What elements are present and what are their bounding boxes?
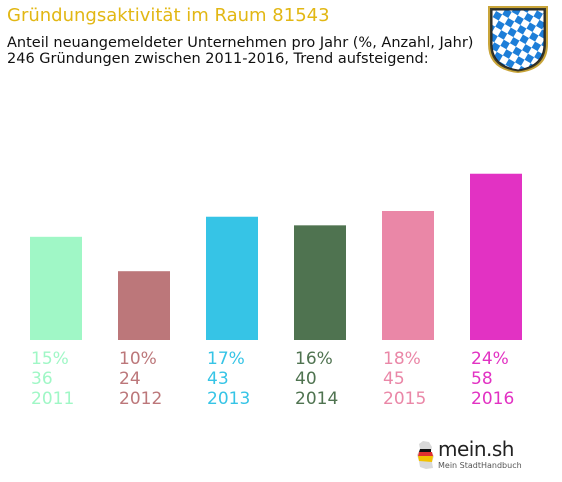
chart-subtitle-line1: Anteil neuangemeldeter Unternehmen pro J… — [7, 35, 474, 51]
count-label-2011: 36 — [31, 369, 53, 389]
year-label-2011: 2011 — [31, 389, 74, 409]
bar-2014 — [294, 225, 346, 340]
percent-label-2011: 15% — [31, 349, 69, 369]
bar-2012 — [118, 271, 170, 340]
count-label-2015: 45 — [383, 369, 405, 389]
percent-label-2013: 17% — [207, 349, 245, 369]
brand-logo: mein.sh Mein StadtHandbuch — [414, 436, 526, 476]
brand-tagline: Mein StadtHandbuch — [438, 461, 522, 470]
year-label-2015: 2015 — [383, 389, 426, 409]
count-label-2012: 24 — [119, 369, 141, 389]
count-label-2016: 58 — [471, 369, 493, 389]
bar-2013 — [206, 216, 258, 340]
percent-label-2015: 18% — [383, 349, 421, 369]
percent-label-2014: 16% — [295, 349, 333, 369]
bar-2016 — [470, 173, 522, 340]
count-label-2013: 43 — [207, 369, 229, 389]
brand-name: mein.sh — [438, 437, 514, 461]
chart-subtitle-line2: 246 Gründungen zwischen 2011-2016, Trend… — [7, 51, 429, 67]
germany-map-icon — [416, 440, 436, 470]
bavaria-crest-icon — [484, 4, 552, 74]
percent-label-2012: 10% — [119, 349, 157, 369]
count-label-2014: 40 — [295, 369, 317, 389]
year-label-2012: 2012 — [119, 389, 162, 409]
chart-title: Gründungsaktivität im Raum 81543 — [7, 5, 330, 26]
bar-2015 — [382, 211, 434, 340]
year-label-2013: 2013 — [207, 389, 250, 409]
bar-2011 — [30, 236, 82, 340]
year-label-2014: 2014 — [295, 389, 338, 409]
year-label-2016: 2016 — [471, 389, 514, 409]
percent-label-2016: 24% — [471, 349, 509, 369]
